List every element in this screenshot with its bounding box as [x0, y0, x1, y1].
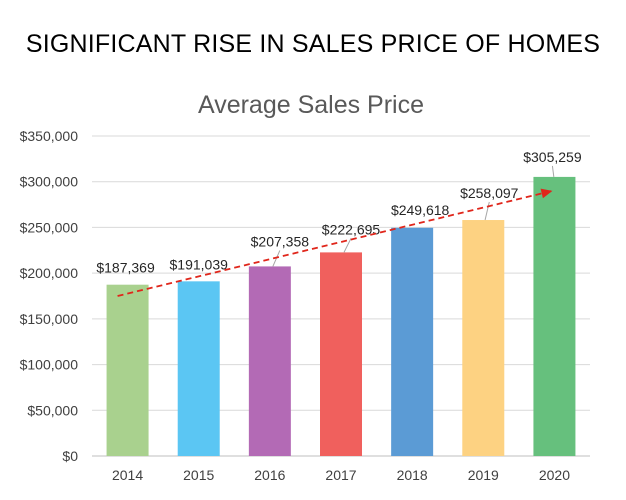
- leader-lines: [272, 165, 555, 267]
- leader-line: [343, 238, 352, 253]
- y-axis: $0 $50,000 $100,000 $150,000 $200,000 $250,00…: [20, 128, 79, 464]
- data-label-2016: $207,358: [251, 233, 310, 249]
- x-tick-label: 2020: [539, 467, 570, 483]
- x-tick-label: 2015: [183, 467, 214, 483]
- bar-2017: [320, 252, 362, 456]
- data-label-2018: $249,618: [391, 202, 450, 218]
- y-tick-label: $50,000: [27, 402, 78, 418]
- leader-line: [551, 165, 555, 177]
- bar-2020: [533, 176, 576, 456]
- trendline: [117, 188, 553, 297]
- bar-2018: [391, 227, 434, 456]
- data-label-2017: $222,695: [322, 221, 381, 237]
- trendline: [117, 189, 553, 297]
- x-tick-label: 2018: [397, 467, 428, 483]
- y-tick-label: $100,000: [20, 357, 79, 373]
- chart-title: Average Sales Price: [198, 91, 424, 119]
- trendline-arrowhead: [540, 188, 553, 199]
- bars: [106, 176, 576, 456]
- x-axis: 2014 2015 2016 2017 2018 2019 2020: [112, 467, 570, 483]
- y-tick-label: $200,000: [20, 265, 79, 281]
- bar-2014: [106, 284, 149, 456]
- y-tick-label: $300,000: [20, 174, 79, 190]
- x-tick-label: 2019: [468, 467, 499, 483]
- page-headline: SIGNIFICANT RISE IN SALES PRICE OF HOMES: [25, 30, 601, 58]
- leader-line: [484, 201, 490, 221]
- x-tick-label: 2014: [112, 467, 143, 483]
- data-label-2014: $187,369: [96, 260, 155, 276]
- bar-2015: [177, 281, 220, 456]
- data-label-2020: $305,259: [523, 149, 582, 165]
- bar-2019: [462, 220, 505, 456]
- y-tick-label: $350,000: [20, 128, 79, 144]
- bar-2016: [248, 266, 291, 456]
- x-tick-label: 2016: [254, 467, 285, 483]
- y-tick-label: $0: [62, 448, 78, 464]
- data-label-2015: $191,039: [170, 256, 229, 272]
- x-tick-label: 2017: [325, 467, 356, 483]
- y-tick-label: $250,000: [20, 219, 79, 235]
- y-tick-label: $150,000: [20, 311, 79, 327]
- data-labels: $187,369 $191,039 $207,358 $222,695 $249,618…: [96, 149, 581, 276]
- data-label-2019: $258,097: [460, 185, 519, 201]
